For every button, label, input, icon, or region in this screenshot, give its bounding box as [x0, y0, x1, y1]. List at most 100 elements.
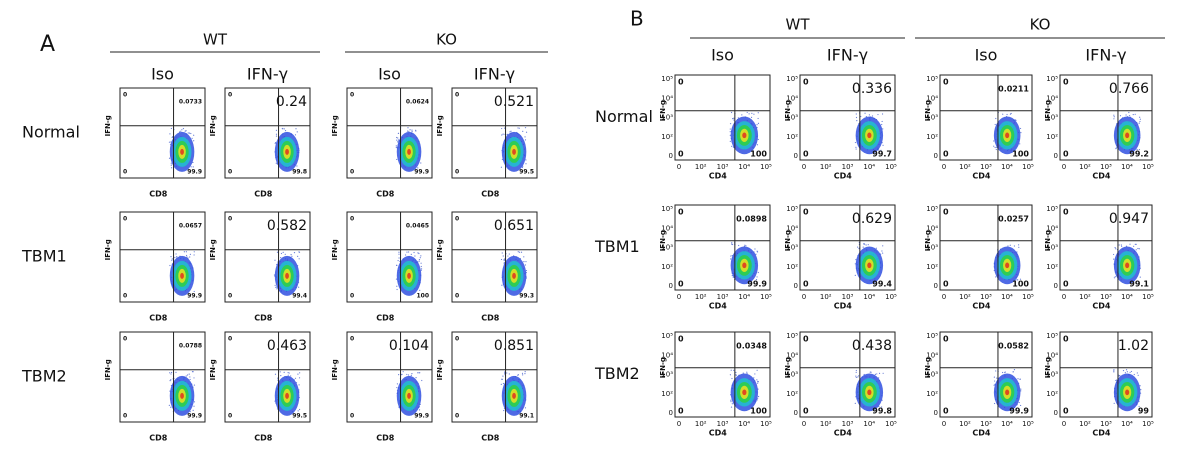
event-dot: [275, 286, 277, 288]
event-dot: [730, 258, 732, 260]
event-density: [407, 148, 411, 155]
event-dot: [855, 376, 857, 379]
y-tick-label: 10³: [1046, 244, 1058, 252]
event-dot: [524, 371, 526, 373]
x-tick-label: 10²: [1079, 293, 1091, 301]
quadrant-value: 0.463: [267, 338, 307, 354]
event-dot: [757, 117, 759, 120]
event-dot: [1113, 402, 1115, 404]
event-dot: [525, 261, 527, 263]
x-axis-label: CD4: [709, 302, 728, 311]
quadrant-value: 0.438: [852, 338, 892, 354]
event-dot: [754, 248, 756, 250]
quadrant-value: 99.5: [292, 413, 307, 420]
event-dot: [854, 141, 857, 144]
y-axis-label: IFN-g: [331, 239, 339, 260]
event-dot: [510, 130, 512, 132]
condition-label: IFN-γ: [827, 46, 868, 65]
flow-plot: 0 0.582 0 99.4 CD8 IFN-g: [209, 211, 311, 323]
event-dot: [731, 242, 733, 244]
event-dot: [1113, 369, 1115, 371]
x-tick-label: 10³: [717, 420, 729, 428]
event-density: [180, 148, 184, 155]
y-axis-label: IFN-g: [436, 115, 444, 136]
event-dot: [408, 130, 410, 132]
event-dot: [274, 142, 276, 144]
x-axis-label: CD4: [1092, 429, 1111, 438]
event-dot: [186, 256, 188, 258]
y-tick-label: 0: [669, 152, 673, 160]
y-axis-label: IFN-g: [924, 100, 932, 121]
event-dot: [169, 264, 171, 267]
event-dot: [396, 136, 398, 139]
event-dot: [174, 256, 176, 259]
x-tick-label: 10⁴: [863, 293, 875, 301]
quadrant-value: 99.4: [872, 280, 892, 289]
event-dot: [757, 381, 759, 383]
event-dot: [407, 374, 410, 376]
y-tick-label: 10²: [926, 133, 938, 141]
quadrant-value: 100: [1012, 150, 1029, 159]
event-dot: [188, 373, 190, 375]
event-dot: [413, 251, 415, 254]
quadrant-value: 0.582: [267, 218, 307, 234]
y-tick-label: 10²: [926, 263, 938, 271]
event-dot: [1138, 149, 1141, 151]
event-dot: [396, 141, 399, 143]
event-dot: [882, 245, 884, 247]
event-dot: [1133, 373, 1135, 376]
event-dot: [421, 379, 423, 382]
event-dot: [751, 112, 753, 114]
event-dot: [418, 409, 421, 411]
event-dot: [508, 253, 510, 255]
quadrant-value: 0: [350, 293, 354, 300]
event-density: [512, 392, 516, 399]
quadrant-value: 0: [455, 216, 459, 223]
event-dot: [404, 254, 407, 256]
event-dot: [1007, 245, 1009, 247]
x-tick-label: 0: [677, 163, 681, 171]
condition-label: IFN-γ: [247, 65, 288, 84]
y-axis-label: IFN-g: [784, 230, 792, 251]
x-tick-label: 10⁴: [1121, 420, 1133, 428]
condition-label: Iso: [151, 65, 174, 84]
y-axis-label: IFN-g: [924, 230, 932, 251]
quadrant-value: 0: [123, 216, 127, 223]
event-dot: [192, 166, 194, 168]
quadrant-value: 99.9: [1009, 407, 1029, 416]
event-dot: [521, 166, 524, 169]
y-tick-label: 10⁴: [1046, 351, 1058, 359]
event-dot: [731, 377, 733, 380]
quadrant-value: 0: [350, 336, 354, 343]
quadrant-value: 99.8: [292, 169, 307, 176]
x-tick-label: 0: [942, 293, 946, 301]
event-dot: [409, 129, 411, 131]
x-tick-label: 10⁴: [738, 420, 750, 428]
event-dot: [168, 157, 171, 159]
event-density: [742, 132, 747, 139]
event-dot: [274, 284, 276, 286]
x-tick-label: 10³: [717, 163, 729, 171]
event-dot: [881, 123, 883, 126]
flow-plot: 0 0.0733 0 99.9 CD8 IFN-g: [104, 87, 206, 199]
event-dot: [280, 252, 283, 255]
quadrant-value: 0: [350, 216, 354, 223]
event-dot: [730, 401, 732, 403]
event-dot: [856, 120, 858, 122]
event-dot: [397, 259, 399, 262]
plot-frame: [1059, 204, 1153, 291]
event-dot: [1128, 115, 1131, 117]
event-dot: [396, 139, 398, 141]
event-dot: [525, 131, 528, 133]
event-dot: [522, 374, 524, 376]
quadrant-value: 0: [228, 216, 232, 223]
event-dot: [176, 256, 178, 258]
event-dot: [729, 140, 731, 143]
event-dot: [1113, 118, 1115, 120]
event-dot: [193, 251, 195, 253]
event-dot: [188, 132, 191, 134]
event-dot: [864, 112, 866, 114]
quadrant-value: 0: [455, 413, 459, 420]
event-dot: [1139, 120, 1141, 123]
quadrant-value: 0: [228, 413, 232, 420]
